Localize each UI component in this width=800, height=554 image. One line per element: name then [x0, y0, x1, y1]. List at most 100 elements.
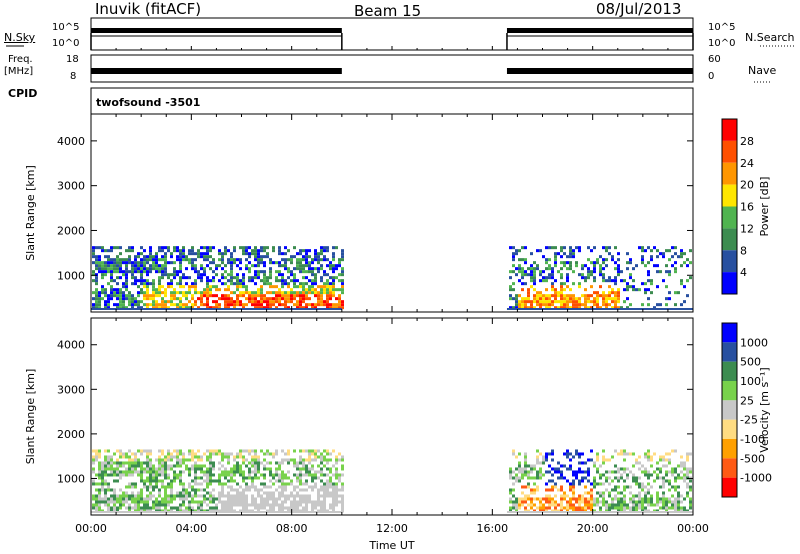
velocity-cell: [302, 500, 305, 504]
power-cell: [302, 255, 305, 259]
velocity-cell: [206, 476, 209, 480]
velocity-cell: [95, 488, 98, 492]
power-cell: [242, 246, 245, 250]
velocity-cell: [233, 503, 236, 507]
velocity-cell: [227, 506, 230, 510]
velocity-cell: [203, 464, 206, 468]
power-cell: [236, 297, 239, 301]
velocity-cell: [140, 494, 143, 498]
velocity-cell: [311, 458, 314, 462]
velocity-cell: [554, 506, 557, 510]
power-cell: [98, 300, 101, 304]
power-cell: [311, 288, 314, 292]
power-cell: [563, 282, 566, 286]
velocity-cell: [206, 491, 209, 495]
velocity-cell: [674, 476, 677, 480]
power-cell: [275, 279, 278, 283]
velocity-cell: [188, 503, 191, 507]
velocity-cell: [98, 461, 101, 465]
velocity-cell: [107, 485, 110, 489]
velocity-cell: [662, 476, 665, 480]
velocity-cell: [572, 479, 575, 483]
power-cell: [137, 267, 140, 271]
power-cell: [332, 276, 335, 280]
velocity-colorbar-segment: [722, 323, 737, 343]
power-cell: [611, 255, 614, 259]
velocity-cell: [293, 497, 296, 501]
velocity-cell: [164, 476, 167, 480]
power-cell: [116, 297, 119, 301]
power-cell: [107, 282, 110, 286]
power-cell: [668, 297, 671, 301]
velocity-cell: [164, 503, 167, 507]
power-cell: [149, 282, 152, 286]
power-cell: [311, 261, 314, 265]
power-cell: [689, 261, 692, 265]
velocity-cell: [650, 464, 653, 468]
power-cell: [542, 303, 545, 307]
velocity-cell: [182, 500, 185, 504]
velocity-cell: [308, 500, 311, 504]
velocity-cell: [536, 458, 539, 462]
power-cell: [311, 279, 314, 283]
power-cell: [617, 267, 620, 271]
velocity-cell: [665, 509, 668, 513]
power-cell: [596, 303, 599, 307]
velocity-cell: [551, 467, 554, 471]
velocity-cell: [584, 476, 587, 480]
power-cell: [218, 252, 221, 256]
power-cell: [125, 279, 128, 283]
velocity-cell: [107, 509, 110, 513]
velocity-cell: [251, 497, 254, 501]
velocity-cell: [566, 455, 569, 459]
velocity-cell: [179, 461, 182, 465]
velocity-cell: [242, 473, 245, 477]
power-cell: [149, 255, 152, 259]
velocity-cell: [572, 473, 575, 477]
velocity-cell: [671, 467, 674, 471]
velocity-cell: [293, 488, 296, 492]
power-cell: [341, 282, 344, 286]
power-cell: [512, 264, 515, 268]
velocity-cell: [236, 464, 239, 468]
velocity-cell: [107, 455, 110, 459]
power-cell: [605, 246, 608, 250]
power-cell: [326, 303, 329, 307]
velocity-cell: [662, 491, 665, 495]
power-cell: [554, 300, 557, 304]
power-cell: [293, 282, 296, 286]
power-cell: [134, 282, 137, 286]
velocity-cell: [206, 470, 209, 474]
velocity-cell: [239, 473, 242, 477]
velocity-cell: [674, 479, 677, 483]
power-cell: [233, 291, 236, 295]
velocity-cell: [536, 470, 539, 474]
power-cell: [311, 306, 314, 310]
velocity-cell: [326, 479, 329, 483]
power-cell: [113, 264, 116, 268]
power-cell: [206, 300, 209, 304]
power-cell: [206, 285, 209, 289]
power-cell: [341, 273, 344, 277]
velocity-cell: [218, 467, 221, 471]
power-cell: [269, 270, 272, 274]
power-cell: [317, 285, 320, 289]
velocity-cell: [668, 479, 671, 483]
velocity-cell: [170, 497, 173, 501]
power-cell: [296, 279, 299, 283]
power-cell: [551, 282, 554, 286]
velocity-cell: [173, 464, 176, 468]
velocity-cell: [326, 491, 329, 495]
velocity-cell: [185, 494, 188, 498]
power-cell: [314, 273, 317, 277]
velocity-cell: [560, 473, 563, 477]
power-cell: [659, 303, 662, 307]
power-cell: [212, 276, 215, 280]
power-cell: [536, 264, 539, 268]
power-cell: [320, 252, 323, 256]
velocity-cell: [563, 506, 566, 510]
velocity-cell: [152, 506, 155, 510]
velocity-cell: [224, 509, 227, 513]
velocity-cell: [605, 476, 608, 480]
velocity-cell: [662, 485, 665, 489]
